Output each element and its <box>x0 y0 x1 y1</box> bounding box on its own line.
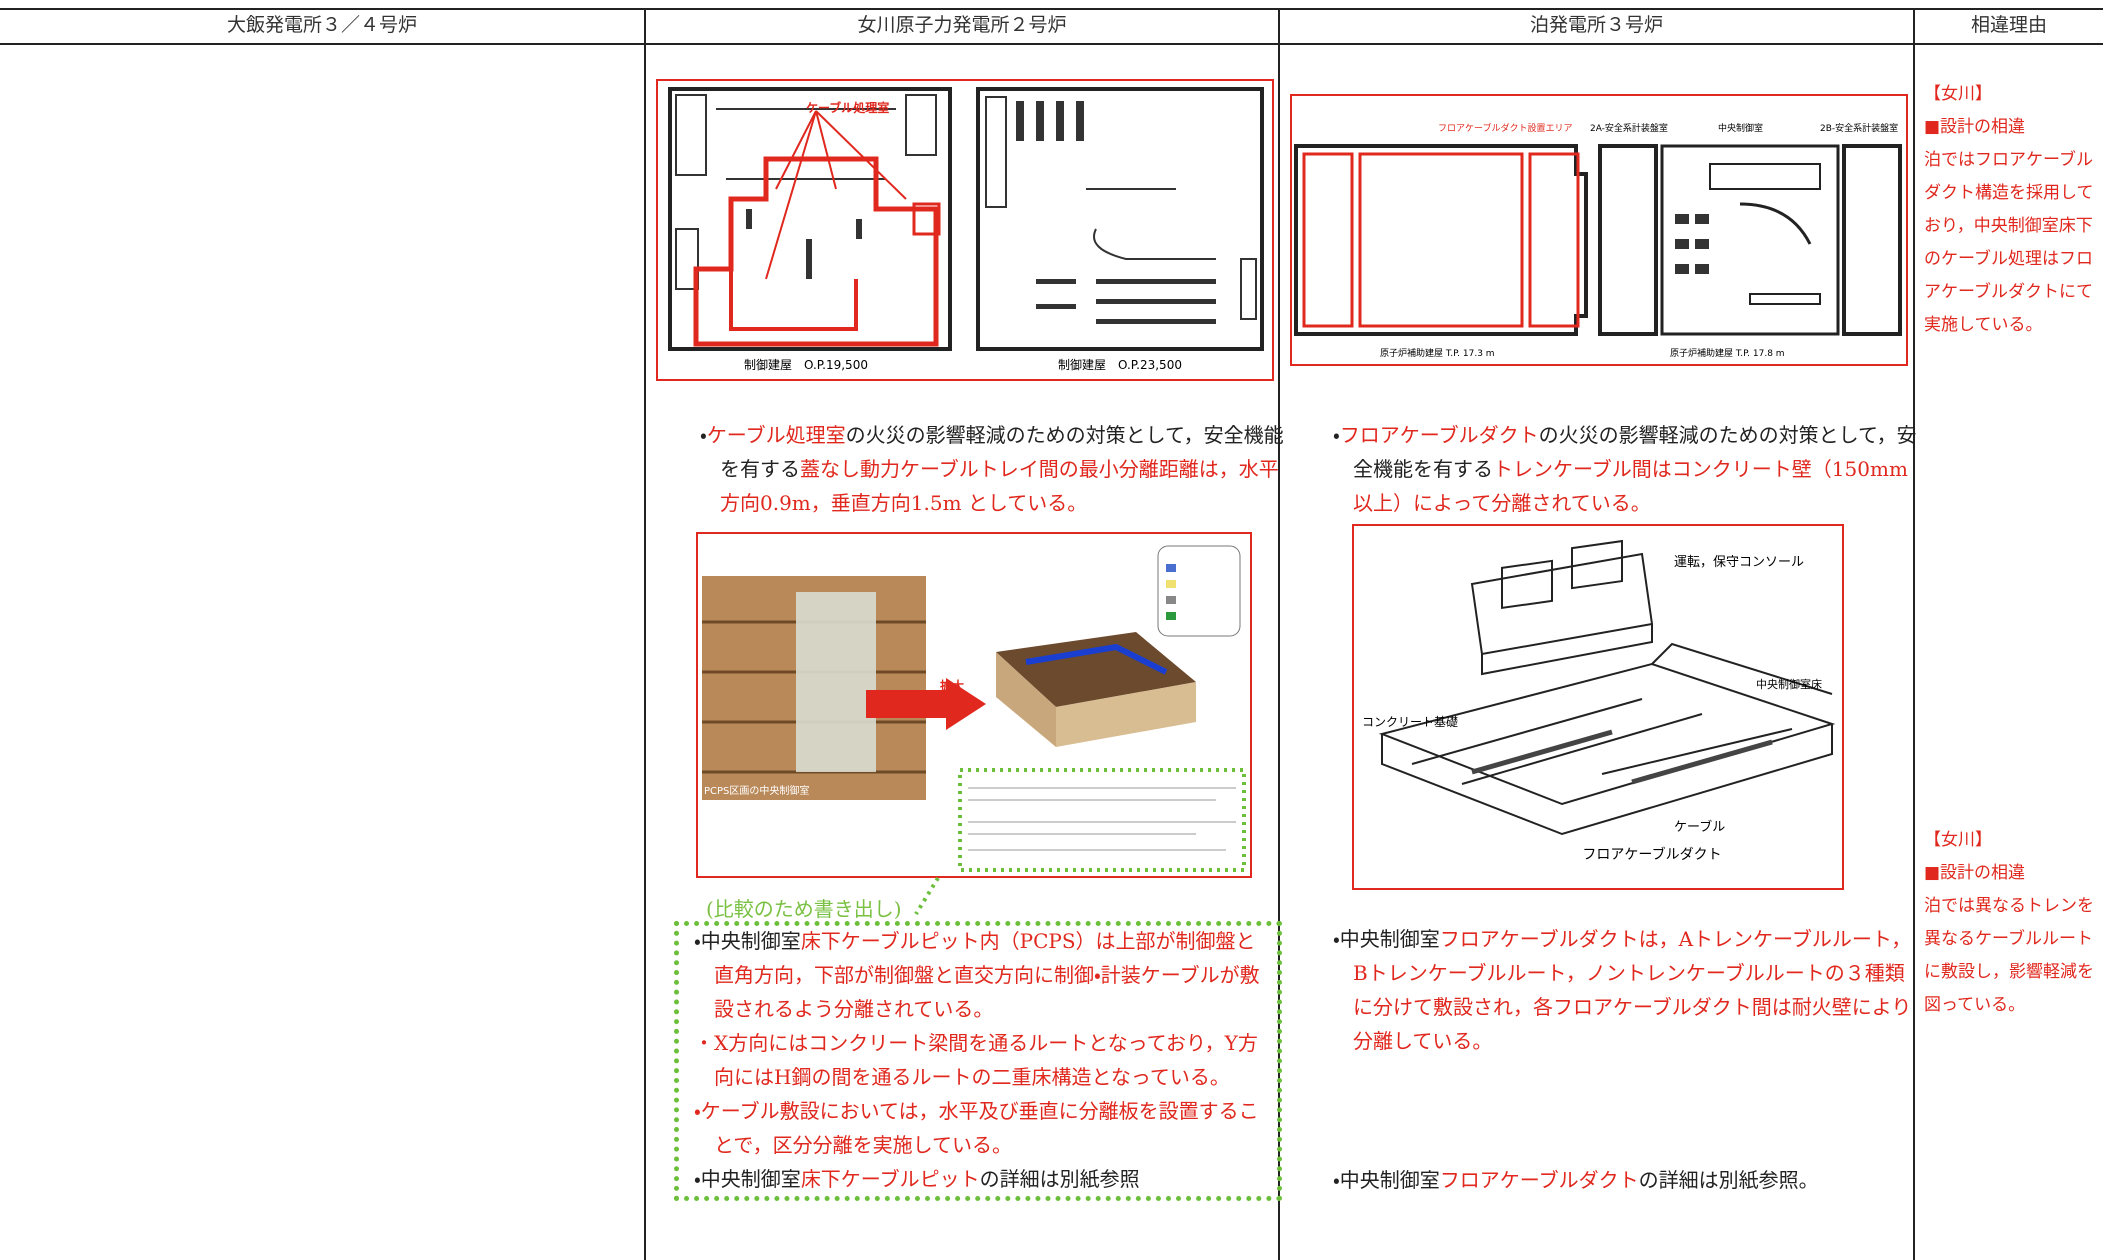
column-border <box>1913 8 1915 1260</box>
figure-label: 原子炉補助建屋 T.P. 17.3 m <box>1380 347 1495 359</box>
text-run: の火災の影響軽減のための対策として，安全機能を有する <box>720 423 1284 481</box>
text-run: 床下ケーブルピット内（PCPS）は上部が制御盤と直角方向，下部が制御盤と直交方向… <box>714 929 1260 1021</box>
figure-label: 制御建屋 O.P.23,500 <box>1058 357 1182 372</box>
reason-heading: ■設計の相違 <box>1924 863 2026 883</box>
figure-label: フロアケーブルダクト <box>1582 846 1721 863</box>
text-run: ・X方向にはコンクリート梁間を通るルートとなっており，Y方向にはH鋼の間を通るル… <box>694 1031 1258 1089</box>
text-run: ・中央制御室 <box>694 1167 801 1191</box>
excerpt-list: ・中央制御室床下ケーブルピット内（PCPS）は上部が制御盤と直角方向，下部が制御… <box>694 924 1272 1196</box>
text-run: フロアケーブルダクトは，Aトレンケーブルルート，Bトレンケーブルルート，ノントレ… <box>1353 927 1912 1053</box>
figure-label: 運転，保守コンソール <box>1674 555 1804 570</box>
figure-label: コンクリート基礎 <box>1362 715 1458 729</box>
cable-pit-figure: 拡大 PCPS区画の中央制御室 <box>696 532 1252 878</box>
column-header: 女川原子力発電所２号炉 <box>857 14 1067 36</box>
column-header: 相違理由 <box>1970 14 2047 36</box>
bullet: ・中央制御室床下ケーブルピット内（PCPS）は上部が制御盤と直角方向，下部が制御… <box>694 924 1272 1026</box>
text-run: ・ <box>1333 423 1340 447</box>
paragraph: ・中央制御室フロアケーブルダクトの詳細は別紙参照。 <box>1333 1163 1923 1197</box>
floor-plan-figure: フロアケーブルダクト設置エリア 2A-安全系計装盤室 中央制御室 2B-安全系計… <box>1290 94 1908 366</box>
reason-text: 泊では異なるトレンを異なるケーブルルートに敷設し，影響軽減を図っている。 <box>1924 896 2094 1015</box>
bullet: ・中央制御室床下ケーブルピットの詳細は別紙参照 <box>694 1162 1272 1196</box>
text-run: トレンケーブル間はコンクリート壁（150mm以上）によって分離されている。 <box>1353 457 1908 515</box>
reason-text: 泊ではフロアケーブルダクト構造を採用しており，中央制御室床下のケーブル処理はフロ… <box>1924 150 2094 335</box>
excerpt-note: (比較のため書き出し) <box>706 897 902 921</box>
text-run: ・中央制御室 <box>694 929 801 953</box>
text-run: の詳細は別紙参照 <box>979 1167 1140 1191</box>
text-run: ・ <box>700 423 707 447</box>
paragraph: ・フロアケーブルダクトの火災の影響軽減のための対策として，安全機能を有するトレン… <box>1333 418 1923 520</box>
reason-tag: 【女川】 <box>1924 830 1992 850</box>
floor-plan-figure: ケーブル処理室 制御建屋 O.P.19,500 制御建屋 O.P.23,500 <box>656 79 1274 381</box>
figure-label: 中央制御室 <box>1718 122 1763 134</box>
figure-label: 中央制御室床 <box>1756 677 1822 691</box>
reason-tag: 【女川】 <box>1924 84 1992 104</box>
text-run: ケーブル処理室 <box>706 423 846 447</box>
text-run: の詳細は別紙参照。 <box>1638 1168 1819 1192</box>
text-run: の火災の影響軽減のための対策として，安全機能を有する <box>1353 423 1917 481</box>
text-run: フロアケーブルダクト <box>1339 423 1539 447</box>
column-border <box>1278 8 1280 1260</box>
bullet: ・X方向にはコンクリート梁間を通るルートとなっており，Y方向にはH鋼の間を通るル… <box>694 1026 1272 1094</box>
figure-label: 原子炉補助建屋 T.P. 17.8 m <box>1670 347 1785 359</box>
excerpt-box <box>674 921 1282 1201</box>
connector-line <box>914 876 940 916</box>
figure-label: 制御建屋 O.P.19,500 <box>744 357 868 372</box>
figure-label: フロアケーブルダクト設置エリア <box>1438 122 1572 134</box>
column-header: 大飯発電所３／４号炉 <box>226 14 417 36</box>
column-border <box>644 8 646 1260</box>
figure-label: 2A-安全系計装盤室 <box>1590 122 1668 134</box>
text-run: フロアケーブルダクト <box>1439 1168 1639 1192</box>
table-top-border <box>0 8 2103 10</box>
column-header: 泊発電所３号炉 <box>1529 14 1663 36</box>
text-run: ・ケーブル敷設においては，水平及び垂直に分離板を設置することで，区分分離を実施し… <box>694 1099 1259 1157</box>
paragraph: ・中央制御室フロアケーブルダクトは，Aトレンケーブルルート，Bトレンケーブルルー… <box>1333 922 1923 1058</box>
text-run: 床下ケーブルピット <box>800 1167 980 1191</box>
figure-label: ケーブル処理室 <box>806 100 889 115</box>
bullet: ・ケーブル敷設においては，水平及び垂直に分離板を設置することで，区分分離を実施し… <box>694 1094 1272 1162</box>
figure-label: 2B-安全系計装盤室 <box>1820 122 1898 134</box>
figure-label: PCPS区画の中央制御室 <box>704 784 809 797</box>
text-run: ・中央制御室 <box>1333 927 1440 951</box>
text-run: 蓋なし動力ケーブルトレイ間の最小分離距離は，水平方向0.9m，垂直方向1.5m … <box>720 457 1279 515</box>
reason-block: 【女川】 ■設計の相違 泊では異なるトレンを異なるケーブルルートに敷設し，影響軽… <box>1924 824 2100 1022</box>
header-bottom-border <box>0 43 2103 45</box>
figure-label: ケーブル <box>1674 819 1725 835</box>
reason-heading: ■設計の相違 <box>1924 117 2026 137</box>
figure-label: 拡大 <box>940 678 964 693</box>
text-run: ・中央制御室 <box>1333 1168 1440 1192</box>
floor-duct-figure: 運転，保守コンソール 中央制御室床 コンクリート基礎 ケーブル フロアケーブルダ… <box>1352 524 1844 890</box>
paragraph: ・ケーブル処理室の火災の影響軽減のための対策として，安全機能を有する蓋なし動力ケ… <box>700 418 1288 520</box>
reason-block: 【女川】 ■設計の相違 泊ではフロアケーブルダクト構造を採用しており，中央制御室… <box>1924 78 2100 342</box>
